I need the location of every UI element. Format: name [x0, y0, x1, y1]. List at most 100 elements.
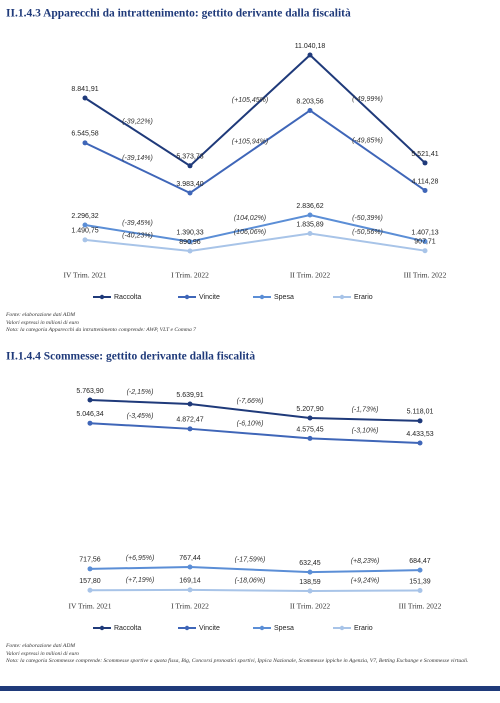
value-label: 5.373,73 — [176, 154, 203, 161]
legend-marker — [259, 625, 265, 631]
legend-marker — [339, 625, 345, 631]
value-label: 632,45 — [299, 560, 321, 567]
value-label: 138,59 — [299, 579, 321, 586]
point — [82, 237, 88, 243]
note: Fonte: elaborazione dati ADM — [6, 312, 76, 318]
value-label: 8.841,91 — [71, 86, 98, 93]
legend-marker — [259, 294, 265, 300]
legend-label: Raccolta — [114, 625, 141, 632]
x-tick-label: II Trim. 2022 — [290, 271, 330, 280]
value-label: 1.407,13 — [411, 229, 438, 236]
value-label: 151,39 — [409, 578, 431, 585]
value-label: 684,47 — [409, 558, 431, 565]
footer-bar — [0, 686, 500, 691]
chart-title: II.1.4.4 Scommesse: gettito derivante da… — [6, 351, 255, 363]
point — [82, 140, 88, 146]
legend-label: Raccolta — [114, 294, 141, 301]
x-tick-label: IV Trim. 2021 — [68, 602, 111, 611]
point — [82, 222, 88, 228]
value-label: 4.114,28 — [412, 178, 439, 185]
change-label: (+105,45%) — [232, 97, 268, 104]
point — [187, 426, 193, 432]
value-label: 5.763,90 — [76, 388, 103, 395]
note: Valori espressi in milioni di euro — [6, 319, 80, 326]
notes-box: Fonte: elaborazione dati ADM Valori espre… — [6, 312, 494, 335]
point — [422, 238, 428, 244]
value-label: 4.872,47 — [176, 417, 203, 424]
series-line — [84, 232, 426, 253]
legend-marker — [99, 294, 105, 300]
x-tick-label: I Trim. 2022 — [171, 602, 209, 611]
x-tick-label: III Trim. 2022 — [404, 271, 447, 280]
legend-label: Vincite — [199, 294, 220, 301]
value-label: 4.575,45 — [296, 426, 323, 433]
point — [87, 587, 93, 593]
series-line — [84, 213, 426, 243]
point — [187, 163, 193, 169]
change-label: (-40,23%) — [122, 232, 153, 239]
value-label: 11.040,18 — [295, 43, 326, 50]
point — [307, 231, 313, 237]
value-label: 2.836,62 — [296, 203, 323, 210]
value-label: 1.490,75 — [71, 228, 98, 235]
point — [187, 564, 193, 570]
change-label: (+105,94%) — [232, 139, 268, 146]
x-tick-label: IV Trim. 2021 — [63, 271, 106, 280]
legend-marker — [184, 625, 190, 631]
legend-label: Spesa — [274, 294, 294, 301]
value-label: 4.433,53 — [406, 431, 433, 438]
point — [307, 212, 313, 218]
point — [422, 248, 428, 254]
point — [417, 588, 423, 594]
legend-marker — [184, 294, 190, 300]
point — [187, 248, 193, 254]
value-label: 8.203,56 — [296, 98, 323, 105]
chart-title: II.1.4.3 Apparecchi da intrattenimento: … — [6, 8, 351, 20]
series-line — [89, 565, 421, 574]
change-label: (104,02%) — [234, 215, 266, 222]
change-label: (-39,45%) — [122, 220, 153, 227]
notes-box: Fonte: elaborazione dati ADM Valori espre… — [6, 643, 494, 666]
point — [87, 566, 93, 572]
change-label: (-1,73%) — [352, 406, 379, 413]
change-label: (106,06%) — [234, 229, 266, 236]
point — [417, 567, 423, 573]
value-label: 907,71 — [414, 239, 436, 246]
legend-label: Erario — [354, 625, 373, 632]
point — [417, 418, 423, 424]
value-label: 157,80 — [79, 578, 101, 585]
change-label: (-50,56%) — [352, 229, 383, 236]
change-label: (+8,23%) — [351, 558, 380, 565]
point — [187, 401, 193, 407]
x-tick-label: II Trim. 2022 — [290, 602, 330, 611]
change-label: (+7,19%) — [126, 577, 155, 584]
legend-label: Vincite — [199, 625, 220, 632]
change-label: (-50,39%) — [352, 215, 383, 222]
x-tick-label: III Trim. 2022 — [399, 602, 442, 611]
value-label: 5.521,41 — [411, 151, 438, 158]
note: Nota: la categoria Scommesse comprende: … — [6, 658, 469, 664]
change-label: (-17,59%) — [235, 556, 266, 563]
point — [82, 95, 88, 101]
series-line — [89, 588, 421, 593]
value-label: 717,56 — [79, 557, 101, 564]
change-label: (+9,24%) — [351, 578, 380, 585]
value-label: 5.639,91 — [176, 392, 203, 399]
value-label: 5.207,90 — [296, 406, 323, 413]
change-label: (-3,10%) — [352, 428, 379, 435]
value-label: 3.983,40 — [176, 181, 203, 188]
x-tick-label: I Trim. 2022 — [171, 271, 209, 280]
value-label: 890,96 — [179, 239, 201, 246]
point — [307, 588, 313, 594]
point — [307, 569, 313, 575]
point — [307, 435, 313, 441]
series-line — [89, 399, 421, 422]
legend-label: Spesa — [274, 625, 294, 632]
point — [87, 420, 93, 426]
change-label: (-49,85%) — [352, 137, 383, 144]
change-label: (+6,95%) — [126, 555, 155, 562]
point — [187, 239, 193, 245]
